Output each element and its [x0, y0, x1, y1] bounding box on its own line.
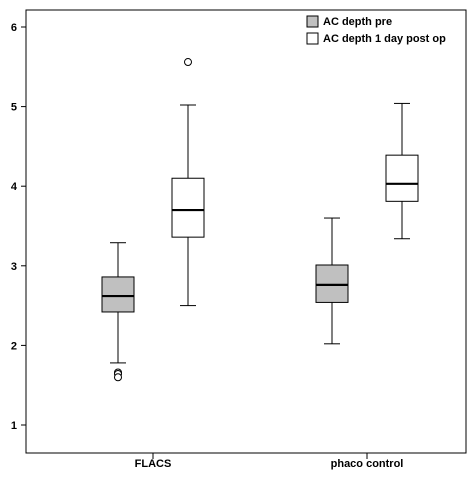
legend-swatch-post: [306, 32, 319, 45]
y-tick-label: 6: [11, 22, 17, 34]
y-axis: 1 2 3 4 5 6: [11, 22, 26, 432]
box-pre-0: [101, 242, 135, 382]
outlier-point: [184, 58, 192, 67]
y-tick-label: 4: [11, 181, 18, 193]
box-iqr: [315, 264, 349, 303]
x-category-label: phaco control: [331, 458, 404, 470]
boxes-layer: [101, 58, 419, 382]
box-iqr: [171, 177, 205, 238]
plot-frame: [25, 9, 467, 454]
box-iqr: [101, 276, 135, 313]
y-tick-label: 5: [11, 102, 17, 114]
legend: AC depth pre AC depth 1 day post op: [306, 15, 446, 45]
y-tick-label: 2: [11, 340, 17, 352]
box-post-0: [171, 58, 205, 307]
box-pre-1: [315, 217, 349, 345]
box-post-1: [385, 102, 419, 240]
box-iqr: [385, 154, 419, 202]
y-tick-label: 1: [11, 420, 17, 432]
x-category-label: FLACS: [135, 458, 172, 470]
legend-label-post: AC depth 1 day post op: [323, 33, 446, 45]
y-tick-label: 3: [11, 261, 17, 273]
x-axis: FLACS phaco control: [135, 453, 404, 470]
legend-label-pre: AC depth pre: [323, 16, 392, 28]
legend-swatch-pre: [306, 15, 319, 28]
outlier-point: [114, 373, 122, 382]
